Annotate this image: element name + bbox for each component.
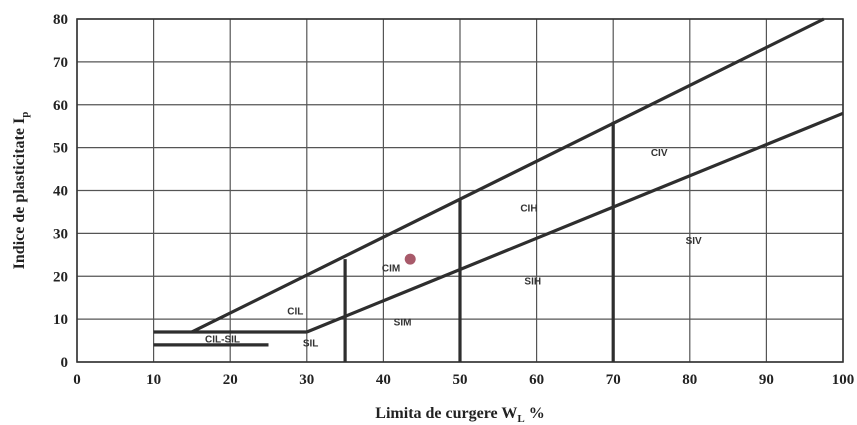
zone-label: CIL-SIL — [205, 334, 240, 345]
data-point — [404, 253, 416, 265]
y-tick-label: 60 — [53, 98, 68, 114]
x-tick-label: 90 — [759, 372, 774, 388]
y-tick-label: 50 — [53, 141, 68, 157]
zone-label: CIM — [382, 264, 400, 275]
y-tick-label: 0 — [61, 355, 69, 371]
zone-label: CIH — [520, 204, 537, 215]
y-axis-title: Indice de plasticitate Ip — [11, 112, 31, 270]
y-tick-label: 10 — [53, 312, 68, 328]
zone-boundaries — [153, 17, 844, 362]
zone-labels: CIL CIL-SIL SIL CIM SIM CIH SIH CIV SIV — [205, 148, 702, 350]
y-tick-label: 70 — [53, 55, 68, 71]
zone-label: CIL — [287, 307, 303, 318]
x-tick-label: 30 — [299, 372, 314, 388]
x-axis-title: Limita de curgere WL % — [375, 405, 544, 425]
x-tick-label: 100 — [832, 372, 855, 388]
boundary-line — [306, 111, 844, 334]
y-tick-label: 30 — [53, 226, 68, 242]
zone-label: SIH — [524, 277, 541, 288]
x-tick-label: 70 — [606, 372, 621, 388]
zone-label: SIL — [303, 339, 319, 350]
x-tick-label: 10 — [146, 372, 161, 388]
y-axis-ticks: 0 10 20 30 40 50 60 70 80 — [53, 12, 68, 371]
x-tick-label: 0 — [73, 372, 81, 388]
x-tick-label: 40 — [376, 372, 391, 388]
boundary-line — [191, 17, 825, 334]
x-axis-ticks: 0 10 20 30 40 50 60 70 80 90 100 — [73, 372, 854, 388]
zone-label: SIV — [686, 236, 702, 247]
x-tick-label: 20 — [223, 372, 238, 388]
zone-label: SIM — [394, 317, 412, 328]
y-tick-label: 40 — [53, 184, 68, 200]
y-tick-label: 20 — [53, 269, 68, 285]
x-tick-label: 60 — [529, 372, 544, 388]
x-tick-label: 80 — [682, 372, 697, 388]
x-tick-label: 50 — [453, 372, 468, 388]
zone-label: CIV — [651, 148, 668, 159]
y-tick-label: 80 — [53, 12, 68, 28]
data-points — [404, 253, 416, 265]
